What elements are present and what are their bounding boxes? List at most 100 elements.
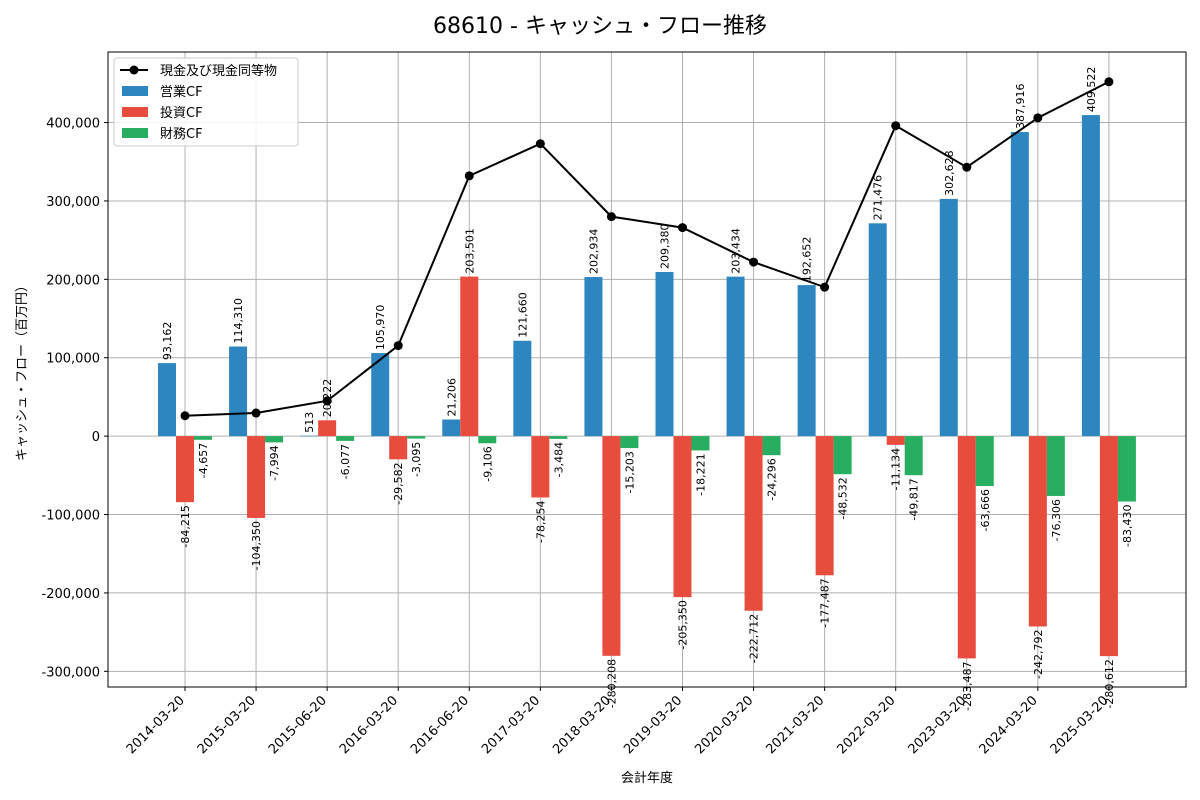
operating-cf-bar bbox=[797, 285, 816, 437]
financing-cf-label: -48,532 bbox=[837, 477, 850, 519]
cash-point bbox=[251, 408, 261, 418]
financing-cf-bar bbox=[833, 436, 852, 475]
financing-cf-bar bbox=[194, 436, 212, 440]
cash-point bbox=[180, 411, 190, 421]
financing-cf-label: -4,657 bbox=[197, 443, 210, 478]
x-tick-label: 2022-03-20 bbox=[834, 693, 898, 757]
operating-cf-bar bbox=[726, 276, 745, 437]
financing-cf-label: -3,484 bbox=[552, 442, 565, 477]
cash-point bbox=[749, 257, 759, 267]
legend-label-cash: 現金及び現金同等物 bbox=[160, 63, 277, 79]
investing-cf-label: -242,792 bbox=[1032, 629, 1045, 678]
legend: 現金及び現金同等物 営業CF 投資CF 財務CF bbox=[113, 57, 299, 147]
operating-cf-label: 93,162 bbox=[161, 322, 174, 361]
bar-value-labels: 93,162 114,310 513 105,970 21,206 121,660 202,… bbox=[161, 67, 1134, 711]
investing-cf-bar bbox=[744, 436, 763, 611]
operating-cf-label: 21,206 bbox=[445, 378, 458, 417]
operating-cf-label: 209,380 bbox=[658, 223, 671, 269]
investing-cf-label: -78,254 bbox=[534, 500, 547, 542]
investing-cf-bar bbox=[460, 276, 479, 437]
chart-title: 68610 - キャッシュ・フロー推移 bbox=[433, 14, 767, 39]
x-tick-label: 2016-03-20 bbox=[337, 693, 401, 757]
financing-cf-bar bbox=[407, 436, 426, 439]
x-tick-label: 2023-03-20 bbox=[906, 693, 970, 757]
y-tick-label: 300,000 bbox=[46, 195, 100, 210]
plot-frame bbox=[107, 51, 1187, 688]
x-tick-label: 2021-03-20 bbox=[763, 693, 827, 757]
operating-cf-bar bbox=[939, 198, 958, 437]
investing-cf-bar bbox=[389, 436, 408, 460]
investing-cf-bar bbox=[886, 436, 905, 445]
financing-cf-bar bbox=[1117, 436, 1136, 502]
cash-point bbox=[606, 212, 616, 222]
cash-point bbox=[820, 282, 830, 292]
operating-cf-bar bbox=[1081, 115, 1100, 437]
operating-cf-label: 302,628 bbox=[943, 150, 956, 196]
legend-swatch-financing bbox=[122, 128, 148, 138]
financing-cf-bar bbox=[265, 436, 284, 443]
investing-cf-label: -283,487 bbox=[961, 661, 974, 710]
y-tick-label: -200,000 bbox=[42, 587, 100, 602]
financing-cf-label: -18,221 bbox=[694, 453, 707, 495]
cash-point bbox=[322, 396, 332, 406]
x-tick-label: 2015-06-20 bbox=[266, 693, 330, 757]
operating-cf-bar bbox=[513, 340, 532, 437]
operating-cf-bar bbox=[868, 223, 887, 437]
cash-line-series bbox=[180, 77, 1114, 421]
operating-cf-bar bbox=[655, 271, 674, 437]
financing-cf-label: -24,296 bbox=[766, 458, 779, 500]
cash-point bbox=[393, 341, 403, 351]
y-tick-label: 100,000 bbox=[46, 352, 100, 367]
financing-cf-bar bbox=[904, 436, 923, 476]
legend-line-marker bbox=[129, 65, 139, 75]
operating-cf-label: 105,970 bbox=[374, 305, 387, 351]
x-tick-label: 2016-06-20 bbox=[408, 693, 472, 757]
legend-label-investing: 投資CF bbox=[160, 105, 203, 121]
y-tick-label: 0 bbox=[92, 430, 100, 445]
financing-cf-bar bbox=[762, 436, 781, 456]
investing-cf-bar bbox=[602, 436, 621, 656]
cash-point bbox=[1104, 77, 1114, 87]
investing-cf-label: -280,612 bbox=[1103, 659, 1116, 708]
investing-cf-label: -84,215 bbox=[179, 505, 192, 547]
investing-cf-label: -177,487 bbox=[819, 578, 832, 627]
cash-point bbox=[464, 171, 474, 181]
operating-cf-bar bbox=[1010, 132, 1029, 437]
operating-cf-label: 271,476 bbox=[872, 175, 885, 221]
financing-cf-bar bbox=[1046, 436, 1065, 496]
y-tick-label: -100,000 bbox=[42, 509, 100, 524]
legend-label-operating: 営業CF bbox=[160, 84, 203, 100]
investing-cf-bar bbox=[815, 436, 834, 576]
financing-cf-bar bbox=[691, 436, 710, 451]
y-axis-ticks: -300,000 -200,000 -100,000 0 100,000 200,000 3… bbox=[42, 117, 108, 680]
financing-cf-bar bbox=[620, 436, 639, 449]
investing-cf-label: 203,501 bbox=[463, 228, 476, 274]
y-tick-label: 400,000 bbox=[46, 117, 100, 132]
investing-cf-bar bbox=[957, 436, 976, 659]
operating-cf-bar bbox=[229, 346, 248, 437]
investing-cf-label: -280,208 bbox=[605, 659, 618, 708]
operating-cf-label: 513 bbox=[303, 412, 316, 433]
cash-point bbox=[1033, 113, 1043, 123]
operating-cf-bar bbox=[158, 363, 176, 437]
investing-cf-bar bbox=[531, 436, 550, 498]
legend-swatch-operating bbox=[122, 86, 148, 96]
investing-cf-label: -205,350 bbox=[676, 600, 689, 649]
operating-cf-label: 387,916 bbox=[1014, 84, 1027, 130]
legend-label-financing: 財務CF bbox=[160, 127, 203, 142]
operating-cf-label: 202,934 bbox=[587, 229, 600, 275]
legend-box bbox=[113, 57, 299, 147]
x-tick-label: 2025-03-20 bbox=[1048, 693, 1112, 757]
investing-cf-bar bbox=[1028, 436, 1047, 627]
operating-cf-label: 114,310 bbox=[232, 298, 245, 344]
x-tick-label: 2024-03-20 bbox=[977, 693, 1041, 757]
x-tick-label: 2020-03-20 bbox=[692, 693, 756, 757]
financing-cf-label: -9,106 bbox=[481, 446, 494, 481]
x-tick-label: 2015-03-20 bbox=[195, 693, 259, 757]
bars bbox=[158, 115, 1136, 659]
operating-cf-bar bbox=[371, 353, 390, 437]
operating-cf-bar bbox=[584, 277, 603, 437]
financing-cf-label: -3,095 bbox=[410, 442, 423, 477]
legend-swatch-investing bbox=[122, 107, 148, 117]
operating-cf-bar bbox=[442, 419, 461, 437]
